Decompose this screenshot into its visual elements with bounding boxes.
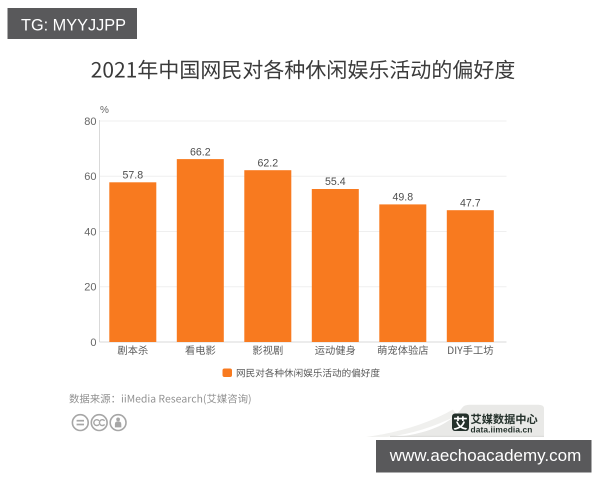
svg-text:%: % <box>100 105 109 116</box>
svg-text:80: 80 <box>84 116 96 128</box>
svg-text:66.2: 66.2 <box>190 146 211 158</box>
svg-text:49.8: 49.8 <box>392 192 413 204</box>
svg-text:62.2: 62.2 <box>257 157 278 169</box>
svg-text:www.aechoacademy.com: www.aechoacademy.com <box>389 446 582 465</box>
svg-text:60: 60 <box>84 171 96 183</box>
svg-text:0: 0 <box>90 337 96 349</box>
svg-text:20: 20 <box>84 282 96 294</box>
svg-text:TG: MYYJJPP: TG: MYYJJPP <box>21 17 126 35</box>
svg-text:55.4: 55.4 <box>325 176 346 188</box>
svg-text:47.7: 47.7 <box>460 197 481 209</box>
svg-text:57.8: 57.8 <box>122 170 143 182</box>
svg-text:40: 40 <box>84 226 96 238</box>
svg-text:data.iimedia.cn: data.iimedia.cn <box>471 425 533 435</box>
